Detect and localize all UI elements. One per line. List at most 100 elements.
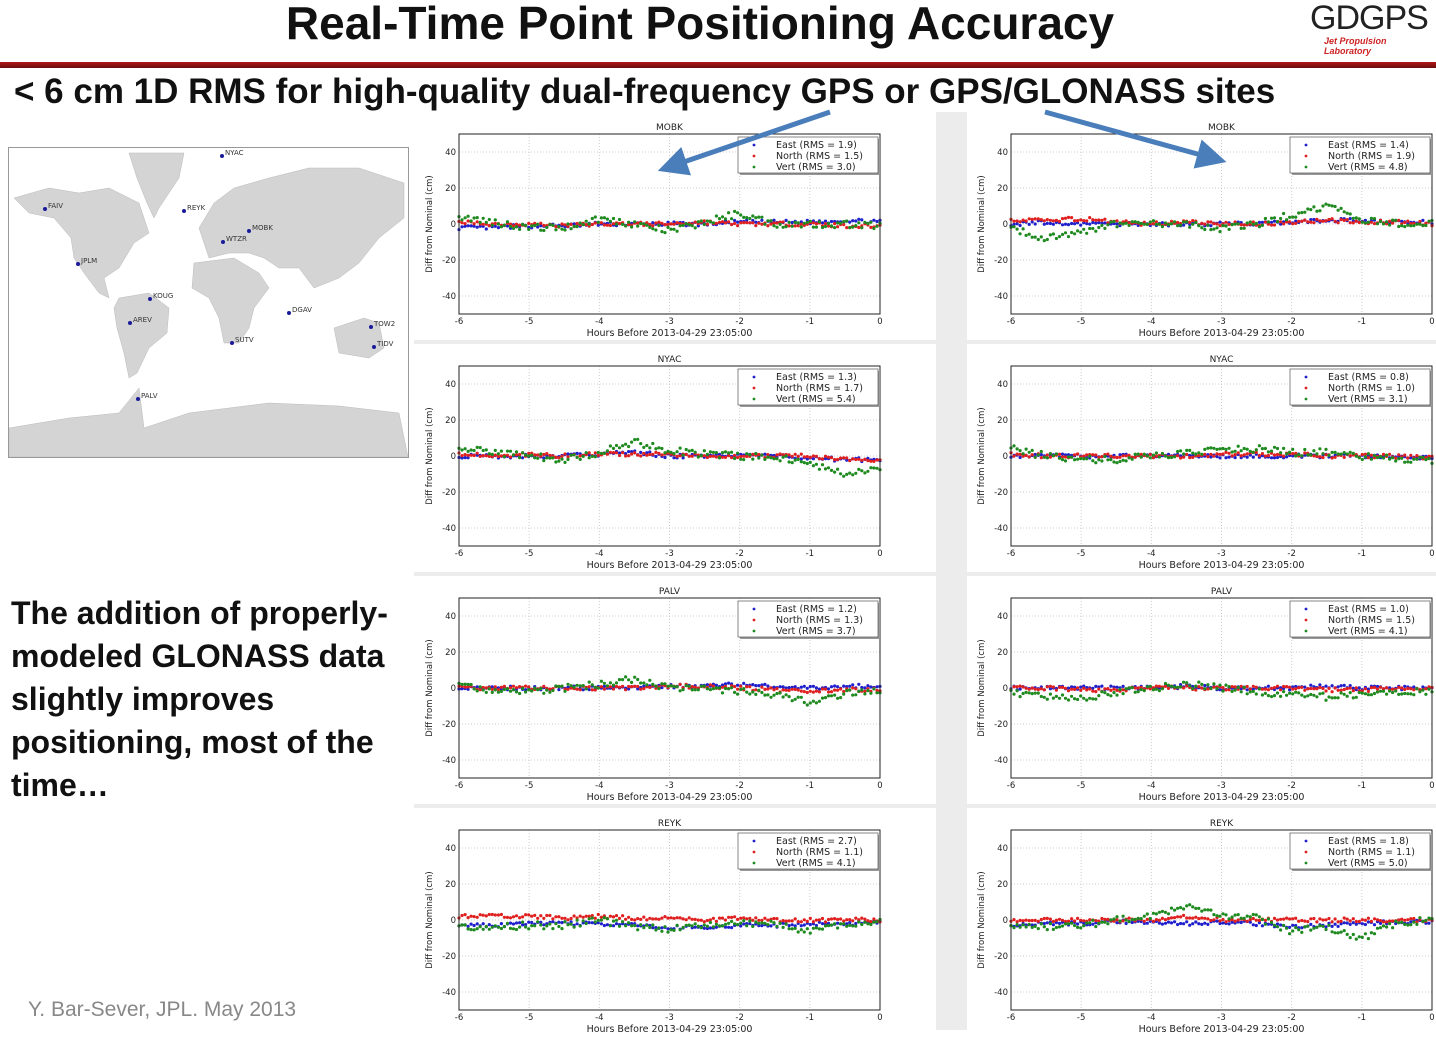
- data-point: [1318, 455, 1322, 459]
- data-point: [1139, 221, 1143, 226]
- data-point: [1336, 685, 1340, 689]
- data-point: [790, 687, 794, 691]
- data-point: [733, 690, 737, 694]
- data-point: [654, 221, 658, 225]
- data-point: [696, 918, 700, 922]
- data-point: [648, 225, 652, 229]
- data-point: [1333, 922, 1337, 926]
- data-point: [766, 687, 770, 691]
- data-point: [808, 931, 812, 935]
- data-point: [829, 923, 834, 927]
- data-point: [1272, 216, 1277, 220]
- data-point: [808, 916, 812, 920]
- data-point: [1033, 924, 1037, 928]
- data-point: [1333, 686, 1337, 690]
- data-point: [466, 687, 470, 691]
- data-point: [739, 684, 743, 688]
- chart-title: MOBK: [1208, 123, 1236, 133]
- data-point: [478, 220, 482, 224]
- data-point: [1397, 685, 1401, 689]
- data-point: [1294, 916, 1298, 920]
- data-point: [860, 922, 864, 927]
- data-point: [745, 216, 749, 220]
- data-point: [1051, 923, 1055, 927]
- data-point: [1397, 457, 1401, 461]
- data-point: [554, 455, 558, 459]
- data-point: [736, 692, 740, 696]
- data-point: [1315, 695, 1319, 699]
- data-point: [563, 228, 567, 232]
- data-point: [820, 927, 825, 931]
- data-point: [1345, 218, 1349, 222]
- data-point: [723, 686, 728, 691]
- data-point: [1272, 445, 1277, 449]
- data-point: [1369, 457, 1373, 461]
- data-point: [575, 683, 579, 687]
- data-point: [1266, 922, 1270, 926]
- data-point: [1169, 916, 1174, 920]
- data-point: [1045, 928, 1049, 932]
- data-point: [833, 922, 837, 926]
- eurasia: [198, 167, 405, 289]
- data-point: [772, 221, 776, 225]
- data-point: [1206, 683, 1210, 687]
- data-point: [787, 688, 791, 692]
- data-point: [1375, 687, 1380, 691]
- data-point: [566, 222, 570, 226]
- data-point: [1042, 219, 1046, 223]
- data-point: [1239, 449, 1243, 453]
- data-point: [1230, 918, 1234, 922]
- data-point: [1294, 451, 1298, 455]
- data-point: [1266, 688, 1270, 692]
- data-point: [1412, 224, 1416, 228]
- data-point: [1112, 460, 1116, 464]
- data-point: [1309, 928, 1313, 932]
- data-point: [1245, 919, 1249, 923]
- data-point: [596, 220, 600, 224]
- data-point: [466, 927, 470, 931]
- data-point: [611, 683, 616, 687]
- data-point: [1227, 455, 1231, 459]
- data-point: [799, 928, 803, 932]
- data-point: [1197, 906, 1201, 910]
- data-point: [1200, 682, 1204, 686]
- data-point: [727, 925, 731, 929]
- data-point: [1263, 918, 1267, 922]
- data-point: [823, 219, 828, 223]
- data-point: [1369, 693, 1373, 697]
- data-point: [1154, 451, 1158, 455]
- data-point: [1233, 453, 1237, 457]
- y-tick-label: 0: [1003, 220, 1008, 230]
- data-point: [1239, 454, 1243, 458]
- data-point: [854, 924, 858, 928]
- data-point: [575, 916, 579, 920]
- data-point: [1385, 453, 1389, 457]
- data-point: [1139, 452, 1143, 456]
- data-point: [639, 454, 643, 458]
- chart-panel: NYAC -6 -5 -4 -3 -2 -1 0 40 20 0 -20 -40 Hours Before…: [414, 344, 936, 572]
- data-point: [654, 926, 658, 930]
- data-point: [757, 918, 761, 922]
- data-point: [1124, 459, 1128, 463]
- data-point: [545, 456, 549, 460]
- data-point: [545, 225, 549, 229]
- data-point: [1324, 447, 1328, 451]
- data-point: [1412, 920, 1416, 924]
- data-point: [1303, 695, 1307, 699]
- data-point: [1342, 210, 1346, 214]
- legend-marker: [1304, 839, 1308, 843]
- legend-marker: [752, 154, 756, 158]
- data-point: [1233, 685, 1237, 689]
- data-point: [1221, 446, 1225, 451]
- data-point: [787, 927, 791, 931]
- chart-title: REYK: [1210, 819, 1234, 829]
- data-point: [866, 689, 870, 693]
- data-point: [1309, 220, 1313, 224]
- data-point: [1418, 219, 1422, 224]
- data-point: [466, 682, 470, 686]
- data-point: [1266, 684, 1270, 688]
- data-point: [1151, 688, 1155, 692]
- data-point: [584, 921, 588, 926]
- x-tick-label: -2: [1287, 317, 1295, 327]
- data-point: [611, 446, 616, 450]
